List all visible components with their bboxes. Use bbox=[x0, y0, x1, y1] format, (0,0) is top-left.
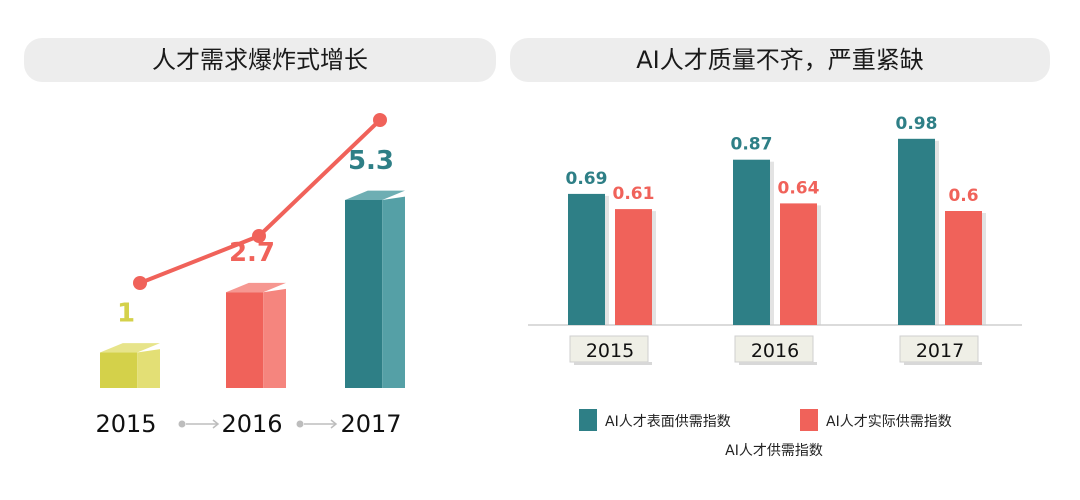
x-axis-title: AI人才供需指数 bbox=[725, 443, 823, 459]
year-label-2017: 2017 bbox=[340, 410, 401, 438]
category-box-shadow-2015 bbox=[574, 362, 652, 365]
legend-label-surface: AI人才表面供需指数 bbox=[605, 414, 731, 430]
legend-label-actual: AI人才实际供需指数 bbox=[826, 414, 952, 430]
bar-actual-2016 bbox=[780, 203, 817, 325]
bar-2016-side bbox=[263, 288, 286, 388]
left-chart-title: 人才需求爆炸式增长 bbox=[24, 38, 496, 82]
trend-point-2017 bbox=[373, 113, 387, 127]
category-label-2017: 2017 bbox=[916, 340, 964, 362]
bar-surface-2015 bbox=[568, 193, 605, 325]
bar-actual-2015 bbox=[615, 209, 652, 325]
category-label-2015: 2015 bbox=[586, 340, 634, 362]
category-box-shadow-2017 bbox=[904, 362, 982, 365]
trend-point-2015 bbox=[133, 276, 147, 290]
year-arrow-head-1 bbox=[212, 419, 220, 429]
year-label-2015: 2015 bbox=[95, 410, 156, 438]
legend-swatch-surface bbox=[579, 409, 597, 431]
bar-actual-2017 bbox=[945, 211, 982, 325]
bar-2015-side bbox=[137, 349, 160, 388]
bar-value-label-2016: 2.7 bbox=[229, 238, 275, 268]
bar-2017-front bbox=[345, 200, 383, 388]
year-arrow-head-2 bbox=[330, 419, 338, 429]
bar-2015-top bbox=[100, 343, 160, 353]
year-arrow-dot-1 bbox=[178, 420, 186, 428]
bar-value-label-2017: 5.3 bbox=[348, 146, 394, 176]
category-box-shadow-2016 bbox=[739, 362, 817, 365]
legend-swatch-actual bbox=[800, 409, 818, 431]
bar-2017-top bbox=[345, 190, 405, 200]
year-arrow-dot-2 bbox=[296, 420, 304, 428]
bar-value-label-surface-2015: 0.69 bbox=[566, 169, 608, 189]
category-box-2017 bbox=[899, 335, 979, 363]
bar-surface-2016 bbox=[733, 159, 770, 325]
right-chart-title: AI人才质量不齐，严重紧缺 bbox=[510, 38, 1050, 82]
bar-value-label-2015: 1 bbox=[117, 299, 135, 329]
bar-value-label-actual-2016: 0.64 bbox=[778, 178, 820, 198]
year-label-2016: 2016 bbox=[221, 410, 282, 438]
bar-2017-side bbox=[382, 196, 405, 388]
category-box-2015 bbox=[569, 335, 649, 363]
trend-point-2016 bbox=[252, 229, 266, 243]
bar-value-label-surface-2017: 0.98 bbox=[896, 114, 938, 134]
category-label-2016: 2016 bbox=[751, 340, 799, 362]
bar-value-label-actual-2017: 0.6 bbox=[948, 186, 978, 206]
bar-2015-front bbox=[100, 352, 138, 388]
bar-2016-front bbox=[226, 292, 264, 388]
category-box-2016 bbox=[734, 335, 814, 363]
bar-value-label-actual-2015: 0.61 bbox=[613, 184, 655, 204]
bar-2016-top bbox=[226, 282, 286, 293]
bar-value-label-surface-2016: 0.87 bbox=[731, 135, 773, 155]
bar-surface-2017 bbox=[898, 138, 935, 325]
